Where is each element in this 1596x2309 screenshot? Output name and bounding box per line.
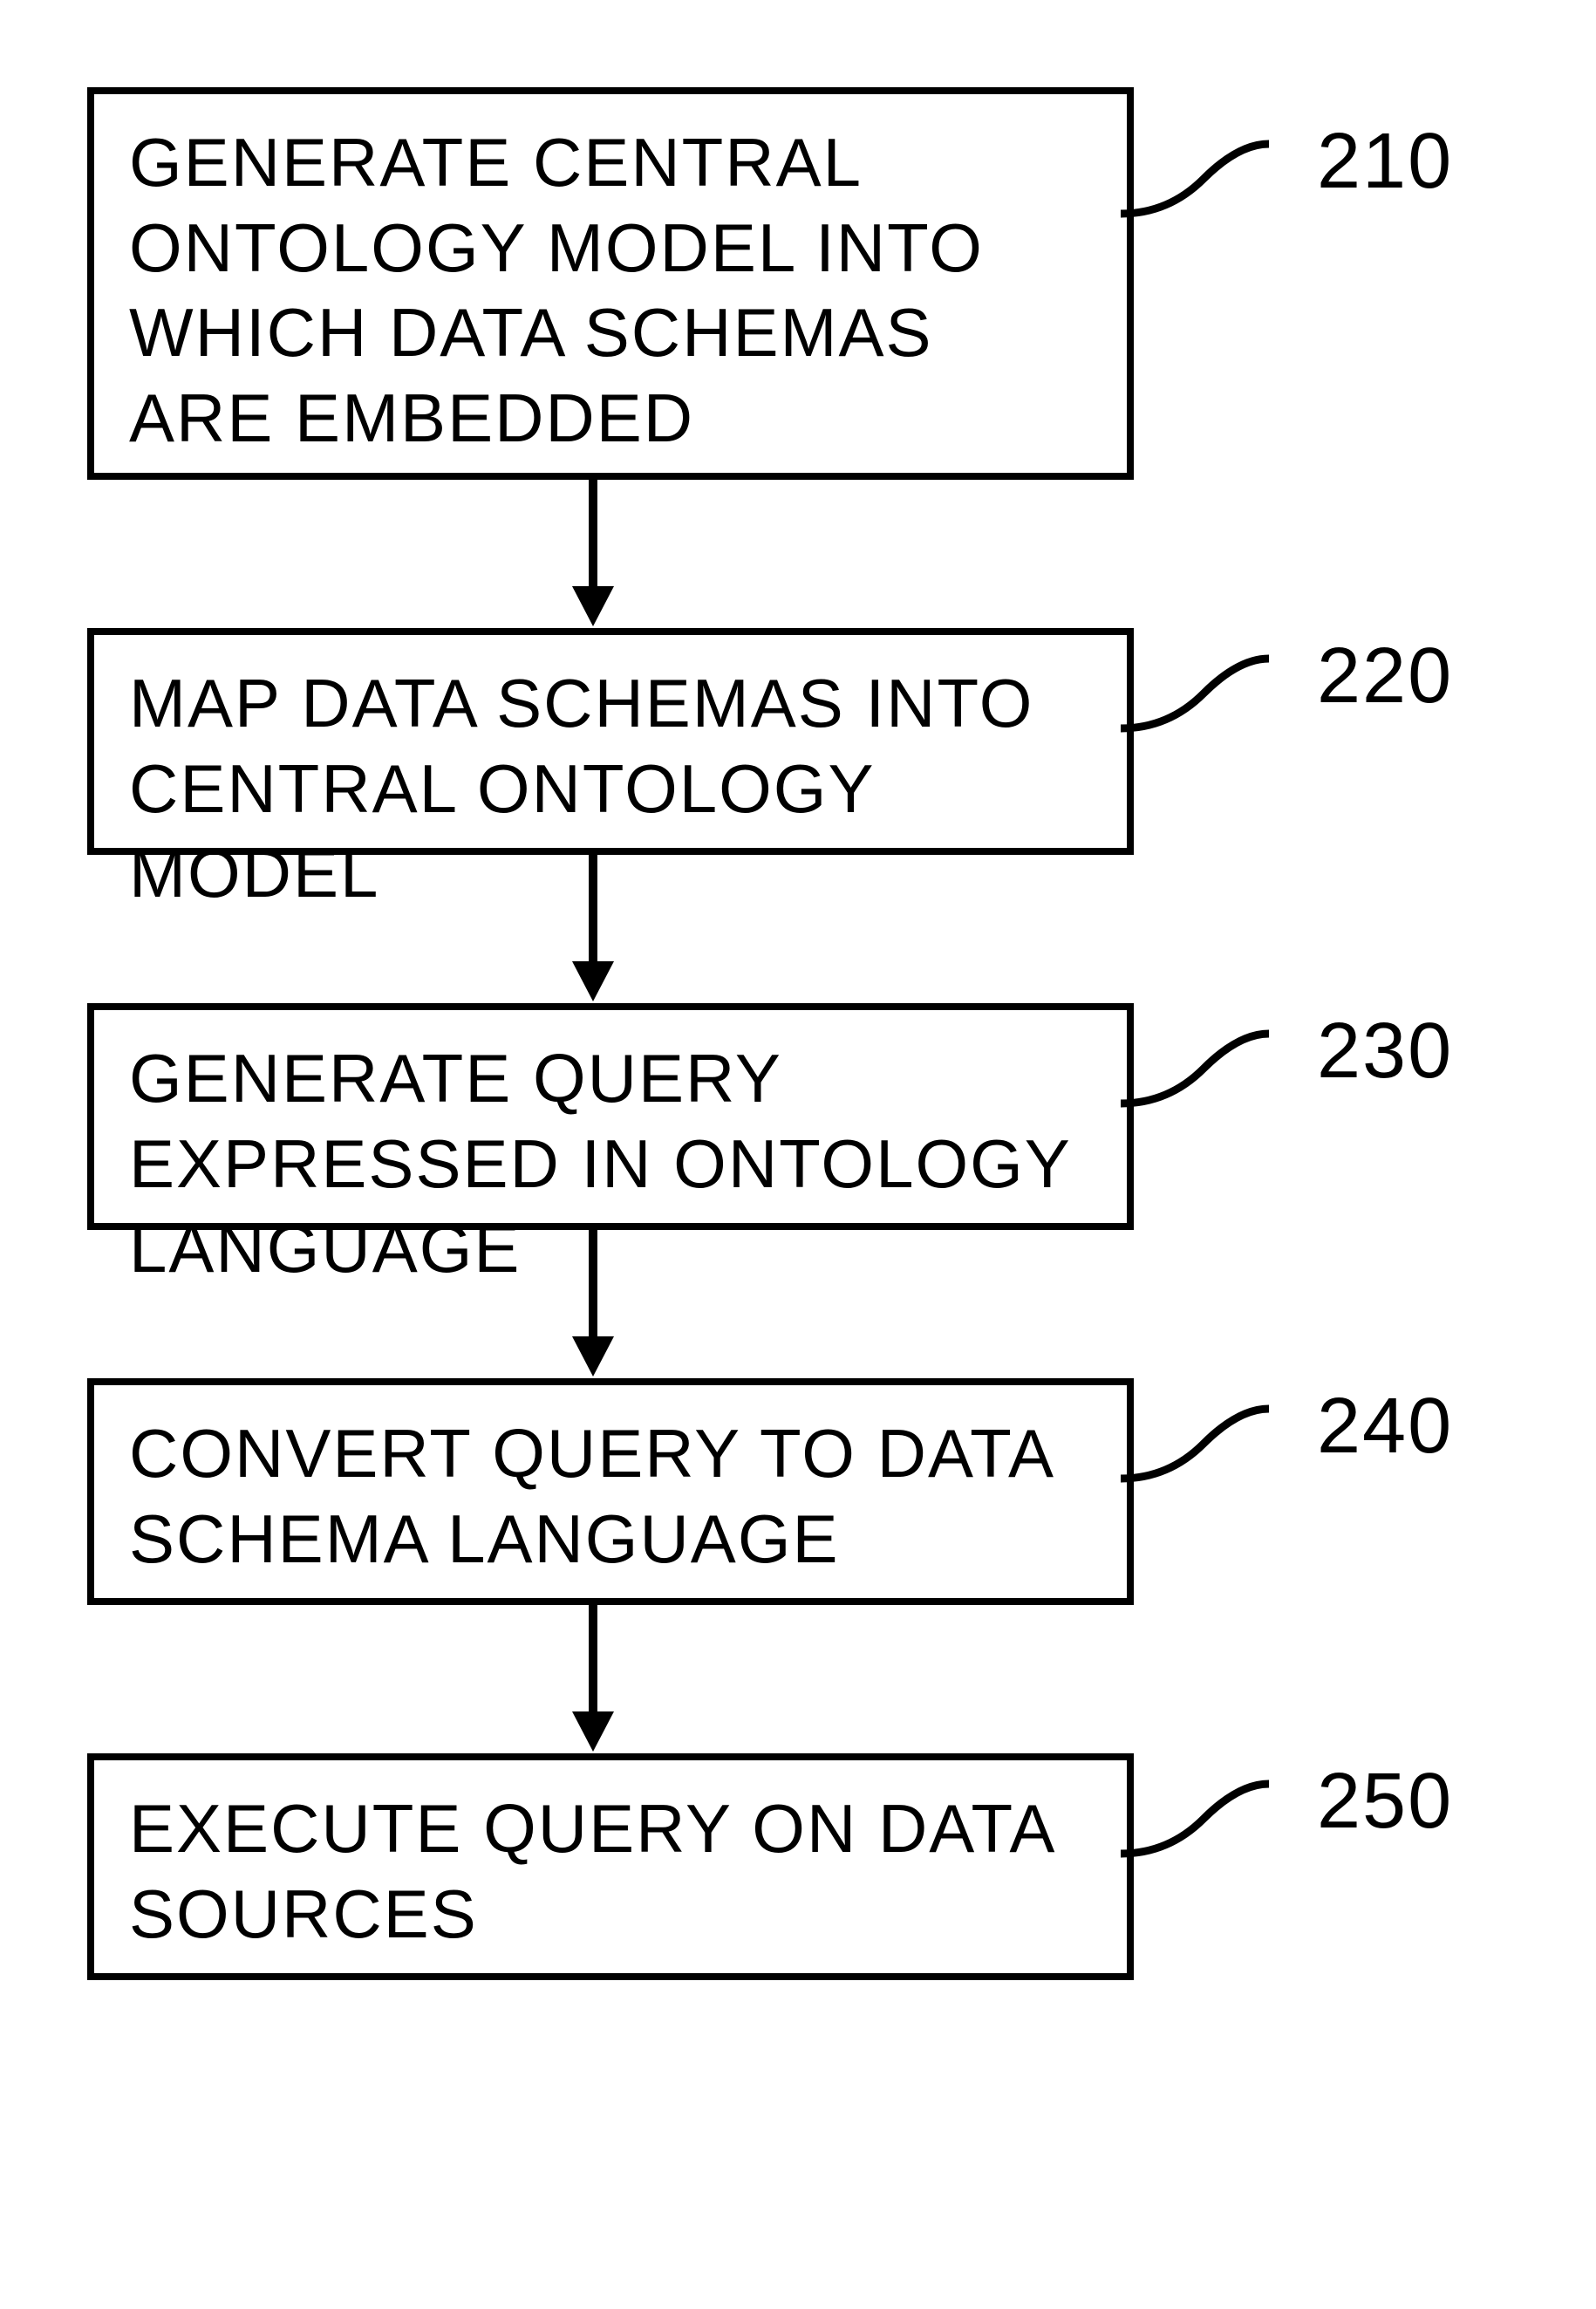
step-label: 220 [1317,632,1453,721]
step-text: GENERATE QUERY EXPRESSED IN ONTOLOGY LAN… [129,1036,1092,1292]
flowchart-step: GENERATE QUERY EXPRESSED IN ONTOLOGY LAN… [87,1003,1509,1230]
step-label: 210 [1317,117,1453,207]
flowchart-step: MAP DATA SCHEMAS INTO CENTRAL ONTOLOGY M… [87,628,1509,855]
callout-wrapper: 210 [1116,140,1453,218]
step-label: 230 [1317,1007,1453,1096]
callout-wrapper: 230 [1116,1029,1453,1108]
callout-curve-icon [1116,654,1273,733]
step-label: 240 [1317,1382,1453,1472]
step-text: EXECUTE QUERY ON DATA SOURCES [129,1786,1092,1957]
arrow-wrapper [558,480,1509,628]
callout-curve-icon [1116,1029,1273,1108]
callout-curve-icon [1116,140,1273,218]
step-box-250: EXECUTE QUERY ON DATA SOURCES [87,1753,1134,1980]
flowchart-step: GENERATE CENTRAL ONTOLOGY MODEL INTO WHI… [87,87,1509,480]
step-text: GENERATE CENTRAL ONTOLOGY MODEL INTO WHI… [129,120,1092,461]
flowchart-step: EXECUTE QUERY ON DATA SOURCES 250 [87,1753,1509,1980]
step-box-240: CONVERT QUERY TO DATA SCHEMA LANGUAGE [87,1378,1134,1605]
flowchart-step: CONVERT QUERY TO DATA SCHEMA LANGUAGE 24… [87,1378,1509,1605]
callout-wrapper: 220 [1116,654,1453,733]
callout-curve-icon [1116,1404,1273,1483]
step-box-230: GENERATE QUERY EXPRESSED IN ONTOLOGY LAN… [87,1003,1134,1230]
arrow-down-icon [558,480,628,628]
callout-curve-icon [1116,1780,1273,1858]
arrow-wrapper [558,1605,1509,1753]
callout-wrapper: 240 [1116,1404,1453,1483]
arrow-down-icon [558,1605,628,1753]
step-box-220: MAP DATA SCHEMAS INTO CENTRAL ONTOLOGY M… [87,628,1134,855]
callout-wrapper: 250 [1116,1780,1453,1858]
step-label: 250 [1317,1757,1453,1847]
step-text: CONVERT QUERY TO DATA SCHEMA LANGUAGE [129,1411,1092,1581]
flowchart-container: GENERATE CENTRAL ONTOLOGY MODEL INTO WHI… [87,87,1509,1980]
step-box-210: GENERATE CENTRAL ONTOLOGY MODEL INTO WHI… [87,87,1134,480]
step-text: MAP DATA SCHEMAS INTO CENTRAL ONTOLOGY M… [129,661,1092,917]
